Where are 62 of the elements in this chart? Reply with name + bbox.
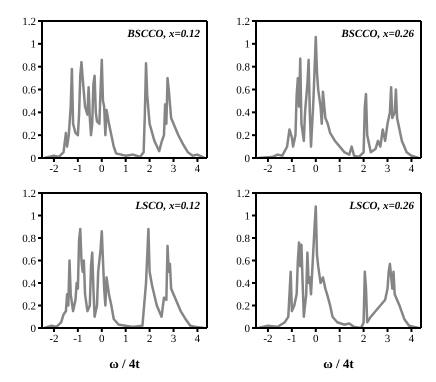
y-tick-label: 0.4 — [236, 107, 250, 120]
y-tick-label: 0 — [30, 322, 36, 335]
y-tick-label: 0.6 — [236, 255, 250, 268]
y-tick-label: 1.2 — [236, 188, 250, 200]
text: BSCCO, x=0.26 — [341, 28, 414, 40]
x-tick-label: -1 — [287, 332, 296, 345]
x-tick-label: 2 — [360, 332, 366, 345]
x-tick-label: -1 — [73, 162, 82, 175]
y-tick-label: 0 — [30, 152, 36, 165]
y-tick-label: 0.2 — [236, 300, 250, 312]
y-tick-label: 1 — [244, 210, 250, 222]
y-tick-label: 0.8 — [22, 232, 36, 245]
y-tick-label: 1.2 — [22, 188, 36, 200]
x-tick-label: 0 — [313, 332, 320, 345]
x-tick-label: -2 — [263, 332, 273, 345]
x-tick-label: 3 — [384, 332, 391, 345]
text: BSCCO, x=0.12 — [127, 28, 200, 40]
x-tick-label: -2 — [263, 162, 273, 175]
y-tick-label: 0.6 — [22, 255, 36, 268]
y-tick-label: 0.6 — [236, 84, 250, 96]
x-tick-label: -1 — [287, 162, 296, 175]
x-tick-label: -2 — [49, 332, 59, 345]
x-tick-label: 2 — [360, 162, 366, 175]
x-tick-label: 3 — [384, 162, 391, 175]
y-tick-label: 1 — [30, 38, 36, 51]
y-tick-label: 1 — [244, 38, 250, 51]
y-tick-label: 0.2 — [236, 130, 250, 142]
x-tick-label: 4 — [408, 162, 415, 175]
x-tick-label: 2 — [146, 162, 152, 175]
y-tick-label: 0.8 — [236, 62, 250, 74]
y-tick-label: 0 — [244, 322, 250, 335]
y-tick-label: 0.6 — [22, 84, 36, 96]
text: LSCO, x=0.26 — [349, 200, 414, 212]
x-tick-label: 0 — [313, 162, 320, 175]
x-tick-label: 3 — [170, 162, 177, 175]
y-tick-label: 0.8 — [236, 232, 250, 245]
x-tick-label: 4 — [194, 332, 201, 345]
x-axis-title: ω / 4t — [109, 356, 140, 371]
y-tick-label: 0.4 — [22, 107, 36, 120]
x-tick-label: 1 — [122, 162, 128, 175]
x-tick-label: 0 — [99, 332, 106, 345]
x-tick-label: 0 — [99, 162, 106, 175]
x-tick-label: 2 — [146, 332, 152, 345]
y-tick-label: 1.2 — [22, 16, 36, 28]
y-tick-label: 0.4 — [236, 278, 250, 290]
x-tick-label: 1 — [336, 162, 342, 175]
x-tick-label: -2 — [49, 162, 59, 175]
y-tick-label: 0.2 — [22, 300, 36, 312]
y-tick-label: 0 — [244, 152, 250, 165]
y-tick-label: 0.4 — [22, 278, 36, 290]
y-tick-label: 0.2 — [22, 130, 36, 142]
x-tick-label: 4 — [408, 332, 415, 345]
y-tick-label: 1 — [30, 210, 36, 222]
text: LSCO, x=0.12 — [135, 200, 200, 212]
y-tick-label: 0.8 — [22, 62, 36, 74]
x-tick-label: 3 — [170, 332, 177, 345]
x-axis-title: ω / 4t — [323, 356, 354, 371]
y-tick-label: 1.2 — [236, 16, 250, 28]
x-tick-label: 4 — [194, 162, 201, 175]
x-tick-label: 1 — [122, 332, 128, 345]
x-tick-label: -1 — [73, 332, 82, 345]
x-tick-label: 1 — [336, 332, 342, 345]
